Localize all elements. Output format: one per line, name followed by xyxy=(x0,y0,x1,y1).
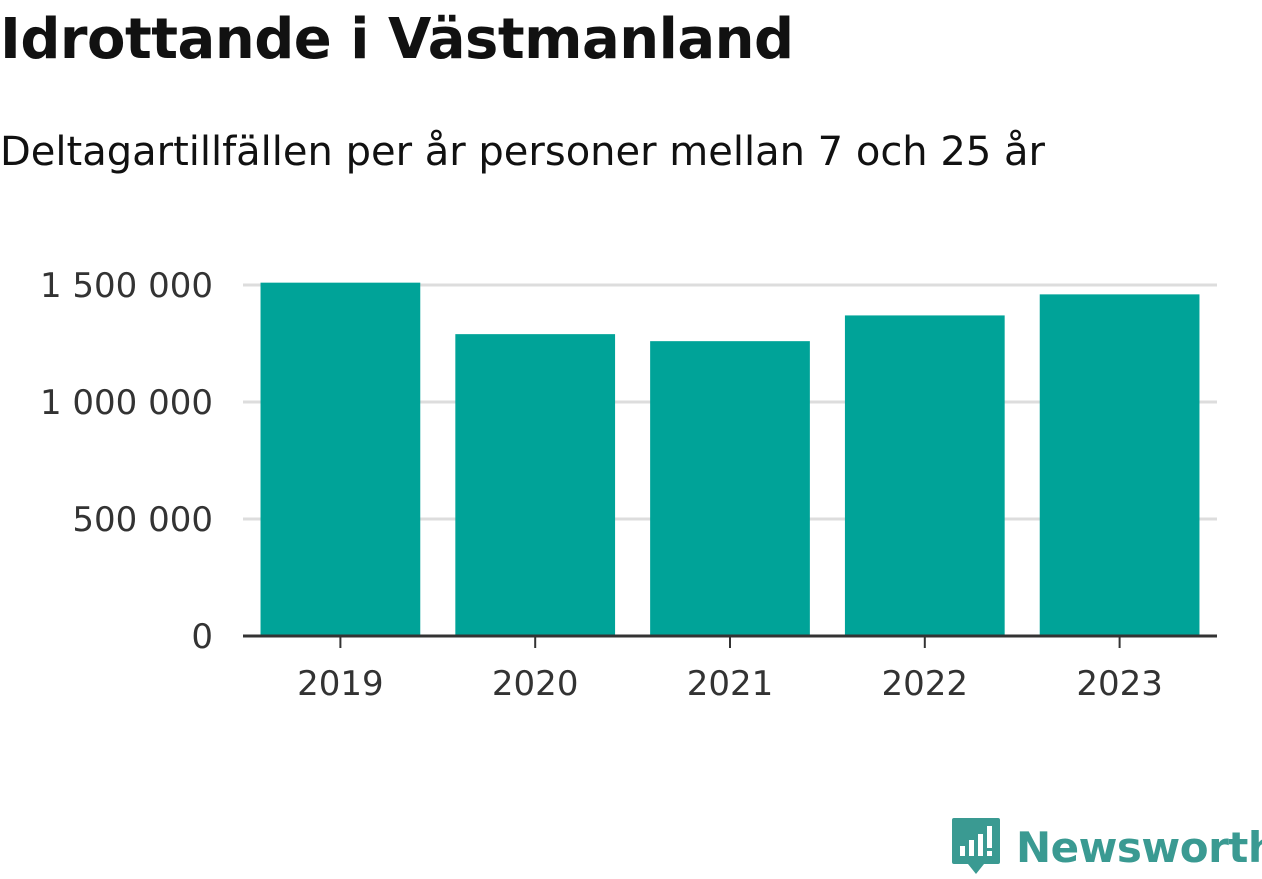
x-tick-label: 2022 xyxy=(882,664,969,704)
x-tick-label: 2023 xyxy=(1076,664,1163,704)
bar xyxy=(455,334,616,636)
newsworthy-logo-icon xyxy=(952,818,1000,874)
chart-title: Idrottande i Västmanland xyxy=(0,7,794,72)
x-tick-label: 2020 xyxy=(492,664,579,704)
x-tick-label: 2021 xyxy=(687,664,774,704)
y-tick-label: 1 500 000 xyxy=(40,266,213,306)
y-tick-label: 1 000 000 xyxy=(40,383,213,423)
bar xyxy=(844,315,1005,636)
bar xyxy=(1039,294,1200,636)
brand-footer: Newsworthy xyxy=(950,816,1262,878)
bar xyxy=(260,282,421,636)
y-axis-ticks: 0 500 000 1 000 000 1 500 000 xyxy=(40,266,213,657)
x-tick-label: 2019 xyxy=(297,664,384,704)
chart-subtitle: Deltagartillfällen per år personer mella… xyxy=(0,129,1045,175)
bar xyxy=(650,341,810,636)
bars xyxy=(260,282,1200,636)
x-axis: 2019 2020 2021 2022 2023 xyxy=(243,634,1217,704)
y-tick-label: 0 xyxy=(191,617,213,657)
brand-name: Newsworthy xyxy=(1016,822,1262,872)
y-tick-label: 500 000 xyxy=(72,500,213,540)
